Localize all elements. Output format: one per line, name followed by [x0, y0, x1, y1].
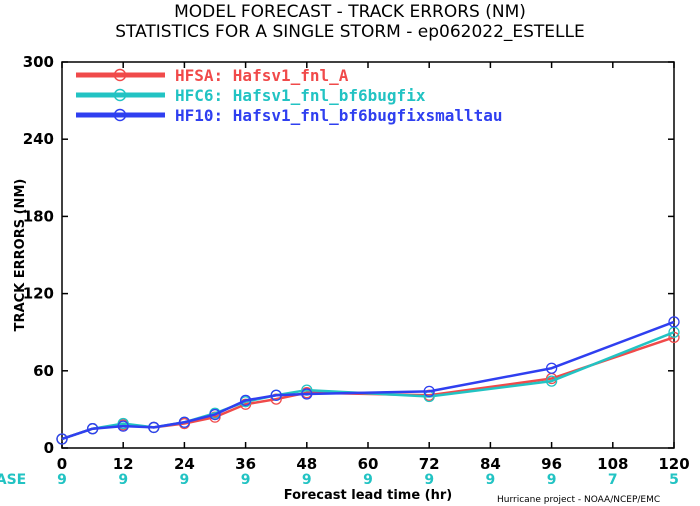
case-row-label: #CASE: [0, 472, 26, 488]
legend-marker: [113, 108, 127, 122]
series-point: [545, 362, 558, 374]
chart-subtitle: STATISTICS FOR A SINGLE STORM - ep062022…: [115, 22, 585, 42]
y-tick-label: 60: [33, 362, 54, 380]
series-point: [423, 385, 435, 398]
x-tick-label: 84: [480, 455, 501, 473]
series-layer: [56, 316, 680, 445]
series-line: [61, 320, 675, 441]
series-point: [209, 408, 221, 421]
case-count: 9: [363, 472, 373, 488]
case-count: 9: [241, 472, 251, 488]
legend-label: HFC6: Hafsv1_fnl_bf6bugfix: [175, 86, 426, 105]
series-point: [668, 316, 680, 328]
legend-marker: [113, 68, 127, 82]
series-point: [148, 421, 160, 434]
case-count: 9: [486, 472, 496, 488]
y-tick-label: 120: [23, 285, 54, 303]
y-tick-label: 300: [23, 53, 54, 71]
legend-label: HFSA: Hafsv1_fnl_A: [175, 66, 349, 85]
case-count: 9: [547, 472, 557, 488]
series-line: [61, 336, 675, 441]
x-tick-label: 72: [419, 455, 440, 473]
case-count: 9: [57, 472, 67, 488]
series-point: [178, 416, 191, 428]
y-axis-ticks: 0 60 120 180 240 300: [23, 53, 674, 457]
series-point: [86, 423, 99, 435]
x-tick-label: 96: [541, 455, 562, 473]
y-tick-label: 0: [44, 439, 54, 457]
x-axis-label: Forecast lead time (hr): [284, 488, 452, 503]
y-tick-label: 240: [23, 130, 54, 148]
series-point: [545, 375, 558, 387]
credit-text: Hurricane project - NOAA/NCEP/EMC: [497, 495, 660, 505]
chart-title: MODEL FORECAST - TRACK ERRORS (NM): [174, 2, 526, 22]
x-tick-label: 36: [235, 455, 256, 473]
case-count: 9: [180, 472, 190, 488]
series-point: [301, 388, 313, 400]
series-point: [56, 433, 68, 445]
case-count: 9: [118, 472, 128, 488]
case-count: 9: [302, 472, 312, 488]
case-count: 7: [608, 472, 618, 488]
y-axis-label: TRACK ERRORS (NM): [13, 179, 28, 332]
x-tick-label: 60: [358, 455, 379, 473]
y-tick-label: 180: [23, 207, 54, 225]
series-point: [239, 394, 252, 407]
x-tick-label: 48: [296, 455, 317, 473]
case-count: 9: [424, 472, 434, 488]
case-count: 5: [669, 472, 679, 488]
x-tick-label: 0: [57, 455, 67, 473]
x-tick-label: 12: [113, 455, 134, 473]
case-count-row: #CASE 9 9 9 9 9 9 9 9 9 7 5: [0, 472, 679, 488]
legend-label: HF10: Hafsv1_fnl_bf6bugfixsmalltau: [175, 106, 503, 125]
legend-marker: [113, 88, 127, 102]
x-axis-ticks: 0 12 24 36 48 60 72 84 96 108 120: [57, 62, 690, 473]
x-tick-label: 24: [174, 455, 195, 473]
series-point: [117, 420, 129, 432]
x-tick-label: 120: [658, 455, 689, 473]
series-point: [270, 389, 282, 401]
x-tick-label: 108: [597, 455, 628, 473]
